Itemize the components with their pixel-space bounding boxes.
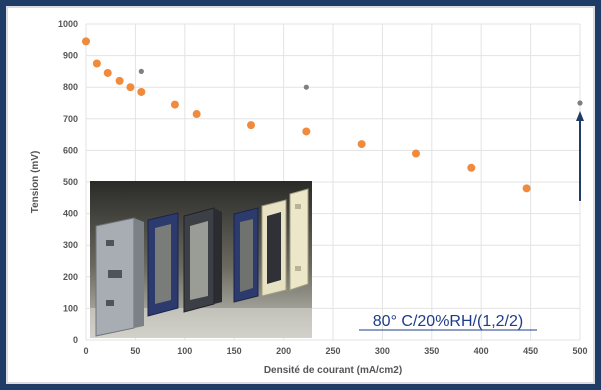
data-point-orange	[82, 37, 90, 46]
y-axis-label: Tension (mV)	[30, 151, 41, 214]
x-tick-label: 450	[523, 346, 538, 356]
data-point-orange	[92, 59, 101, 68]
x-tick-label: 50	[130, 346, 140, 356]
chart: 0 100 200 300 400 500 600 700 800 900 1000 0 50 100 1…	[30, 19, 588, 376]
data-point-orange	[246, 121, 255, 130]
condition-annotation: 80° C/20%RH/(1,2/2)	[373, 313, 523, 330]
data-points	[82, 37, 583, 193]
data-point-grey	[303, 84, 309, 90]
data-point-grey	[577, 100, 583, 106]
data-point-orange	[302, 127, 311, 136]
y-tick-label: 100	[63, 303, 78, 313]
y-axis-ticks: 0 100 200 300 400 500 600 700 800 900 1000	[58, 19, 78, 345]
inset-photo	[90, 181, 312, 338]
data-point-orange	[411, 149, 420, 158]
y-tick-label: 300	[63, 240, 78, 250]
arrow-head	[576, 111, 584, 121]
y-tick-label: 400	[63, 209, 78, 219]
y-tick-label: 900	[63, 51, 78, 61]
x-tick-label: 100	[177, 346, 192, 356]
y-tick-label: 0	[73, 335, 78, 345]
x-tick-label: 0	[83, 346, 88, 356]
data-point-orange	[115, 76, 124, 85]
x-tick-label: 400	[474, 346, 489, 356]
x-tick-label: 350	[424, 346, 439, 356]
data-point-orange	[170, 100, 179, 109]
x-tick-label: 200	[276, 346, 291, 356]
x-tick-label: 150	[227, 346, 242, 356]
y-tick-label: 700	[63, 114, 78, 124]
data-point-orange	[522, 184, 531, 193]
data-point-orange	[137, 87, 146, 96]
chart-frame: 0 100 200 300 400 500 600 700 800 900 1000 0 50 100 1…	[6, 6, 595, 384]
y-tick-label: 500	[63, 177, 78, 187]
x-tick-label: 300	[375, 346, 390, 356]
x-tick-label: 500	[572, 346, 587, 356]
y-tick-label: 800	[63, 82, 78, 92]
x-tick-label: 250	[325, 346, 340, 356]
data-point-orange	[357, 140, 366, 149]
data-point-orange	[103, 68, 112, 77]
data-point-orange	[192, 110, 201, 119]
y-tick-label: 200	[63, 272, 78, 282]
y-tick-label: 600	[63, 145, 78, 155]
x-axis-ticks: 0 50 100 150 200 250 300 350 400 450 500	[83, 346, 587, 356]
x-axis-label: Densité de courant (mA/cm2)	[264, 365, 402, 376]
data-point-grey	[138, 68, 144, 74]
y-tick-label: 1000	[58, 19, 78, 29]
data-point-orange	[126, 83, 135, 92]
data-point-orange	[467, 163, 476, 172]
